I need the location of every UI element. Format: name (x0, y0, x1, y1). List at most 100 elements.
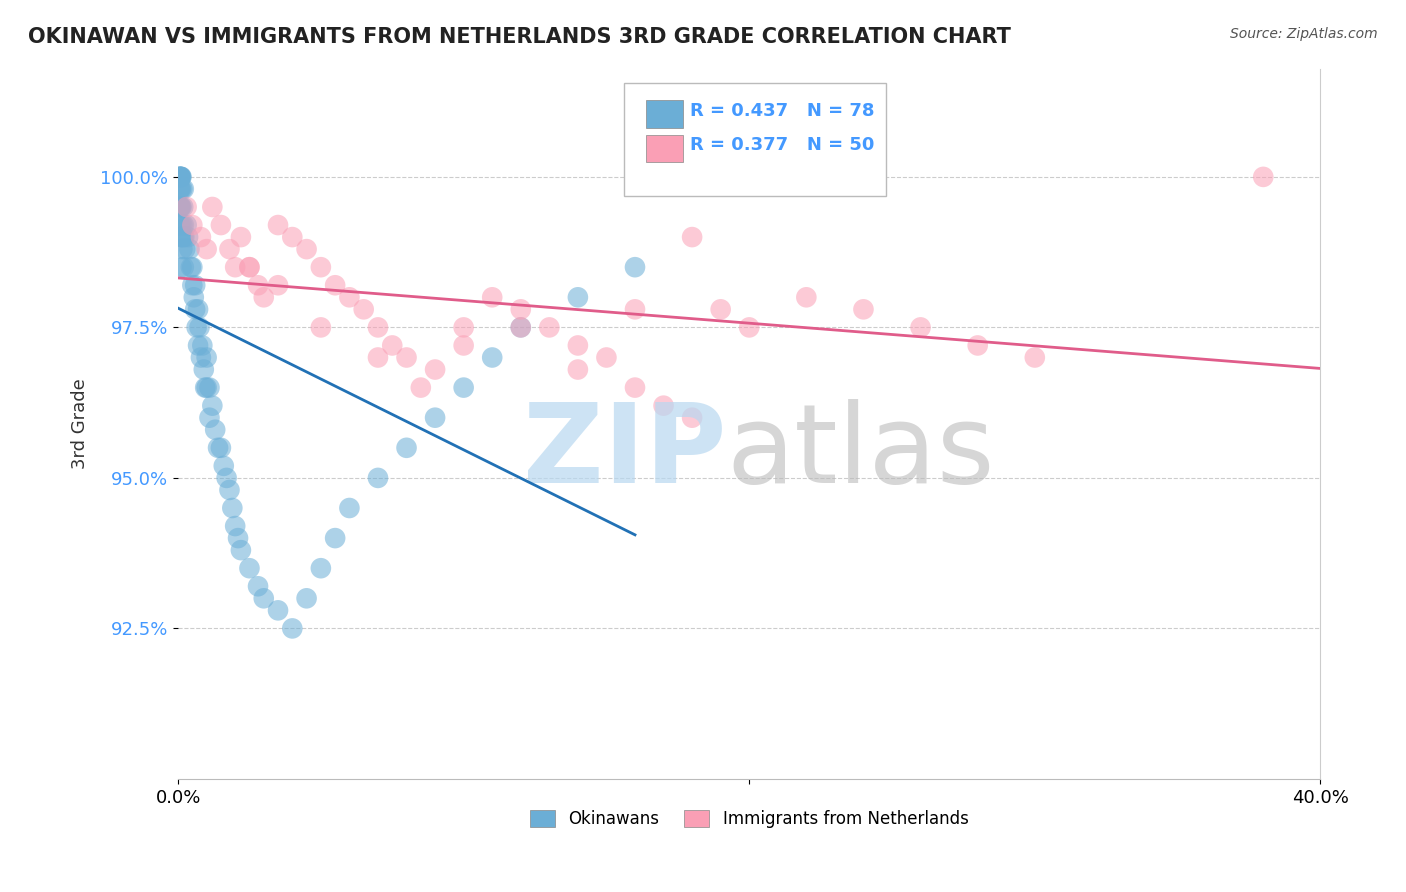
Point (170, 230, 193, 244)
Point (212, 458, 235, 473)
Point (190, 230, 212, 244)
Point (796, 290, 818, 304)
Point (253, 290, 276, 304)
Point (173, 182, 195, 196)
Point (194, 381, 217, 395)
Point (453, 320, 475, 334)
Point (1024, 351, 1046, 365)
Point (367, 351, 389, 365)
Point (309, 561, 332, 575)
Point (381, 338, 404, 352)
Point (624, 302, 647, 317)
Point (339, 501, 361, 516)
Point (226, 531, 249, 545)
Point (169, 182, 191, 196)
Point (201, 399, 224, 413)
Y-axis label: 3rd Grade: 3rd Grade (72, 378, 89, 469)
Point (423, 362, 446, 376)
Point (183, 290, 205, 304)
Point (509, 302, 531, 317)
Point (198, 410, 221, 425)
Point (247, 278, 270, 293)
FancyBboxPatch shape (647, 101, 683, 128)
Point (204, 423, 226, 437)
Point (229, 230, 252, 244)
Point (187, 338, 209, 352)
Point (169, 169, 191, 184)
Point (209, 218, 232, 232)
Point (172, 200, 194, 214)
Point (567, 338, 589, 352)
Point (169, 182, 191, 196)
Text: ZIP: ZIP (523, 399, 727, 506)
Text: R = 0.437   N = 78: R = 0.437 N = 78 (690, 103, 875, 120)
Point (177, 230, 200, 244)
Point (238, 561, 260, 575)
Point (180, 260, 202, 275)
Point (218, 483, 240, 497)
Point (910, 320, 932, 334)
Point (170, 218, 193, 232)
Point (195, 351, 218, 365)
Point (453, 381, 475, 395)
Point (176, 218, 198, 232)
Point (538, 320, 561, 334)
Point (172, 230, 194, 244)
Point (170, 169, 193, 184)
Point (509, 320, 531, 334)
Point (229, 543, 252, 558)
Text: atlas: atlas (727, 399, 995, 506)
Point (423, 410, 446, 425)
Point (218, 242, 240, 256)
Point (174, 242, 197, 256)
Point (173, 218, 195, 232)
Point (195, 381, 218, 395)
Point (170, 200, 193, 214)
Point (481, 290, 503, 304)
Point (169, 200, 191, 214)
Point (409, 381, 432, 395)
Point (353, 302, 375, 317)
Point (170, 260, 193, 275)
Point (453, 338, 475, 352)
Point (224, 519, 246, 533)
Point (198, 381, 221, 395)
Point (221, 501, 243, 516)
Point (567, 290, 589, 304)
Point (207, 441, 229, 455)
Point (186, 320, 208, 334)
Point (481, 351, 503, 365)
Point (179, 242, 201, 256)
Point (339, 290, 361, 304)
Point (624, 381, 647, 395)
Point (172, 218, 194, 232)
Point (191, 338, 214, 352)
Point (395, 441, 418, 455)
Point (238, 260, 260, 275)
Point (169, 169, 191, 184)
Point (170, 169, 193, 184)
Point (201, 200, 224, 214)
Point (509, 320, 531, 334)
Point (193, 362, 215, 376)
Point (170, 230, 193, 244)
Point (652, 399, 675, 413)
Point (187, 302, 209, 317)
Point (267, 278, 290, 293)
Point (184, 302, 207, 317)
Point (367, 320, 389, 334)
Point (169, 200, 191, 214)
Point (710, 302, 733, 317)
Point (181, 278, 204, 293)
Point (281, 230, 304, 244)
FancyBboxPatch shape (647, 135, 683, 162)
Point (176, 200, 198, 214)
Point (295, 591, 318, 606)
Point (195, 242, 218, 256)
Point (395, 351, 418, 365)
Point (169, 169, 191, 184)
Point (624, 260, 647, 275)
Point (224, 260, 246, 275)
Text: Source: ZipAtlas.com: Source: ZipAtlas.com (1230, 27, 1378, 41)
Point (173, 260, 195, 275)
